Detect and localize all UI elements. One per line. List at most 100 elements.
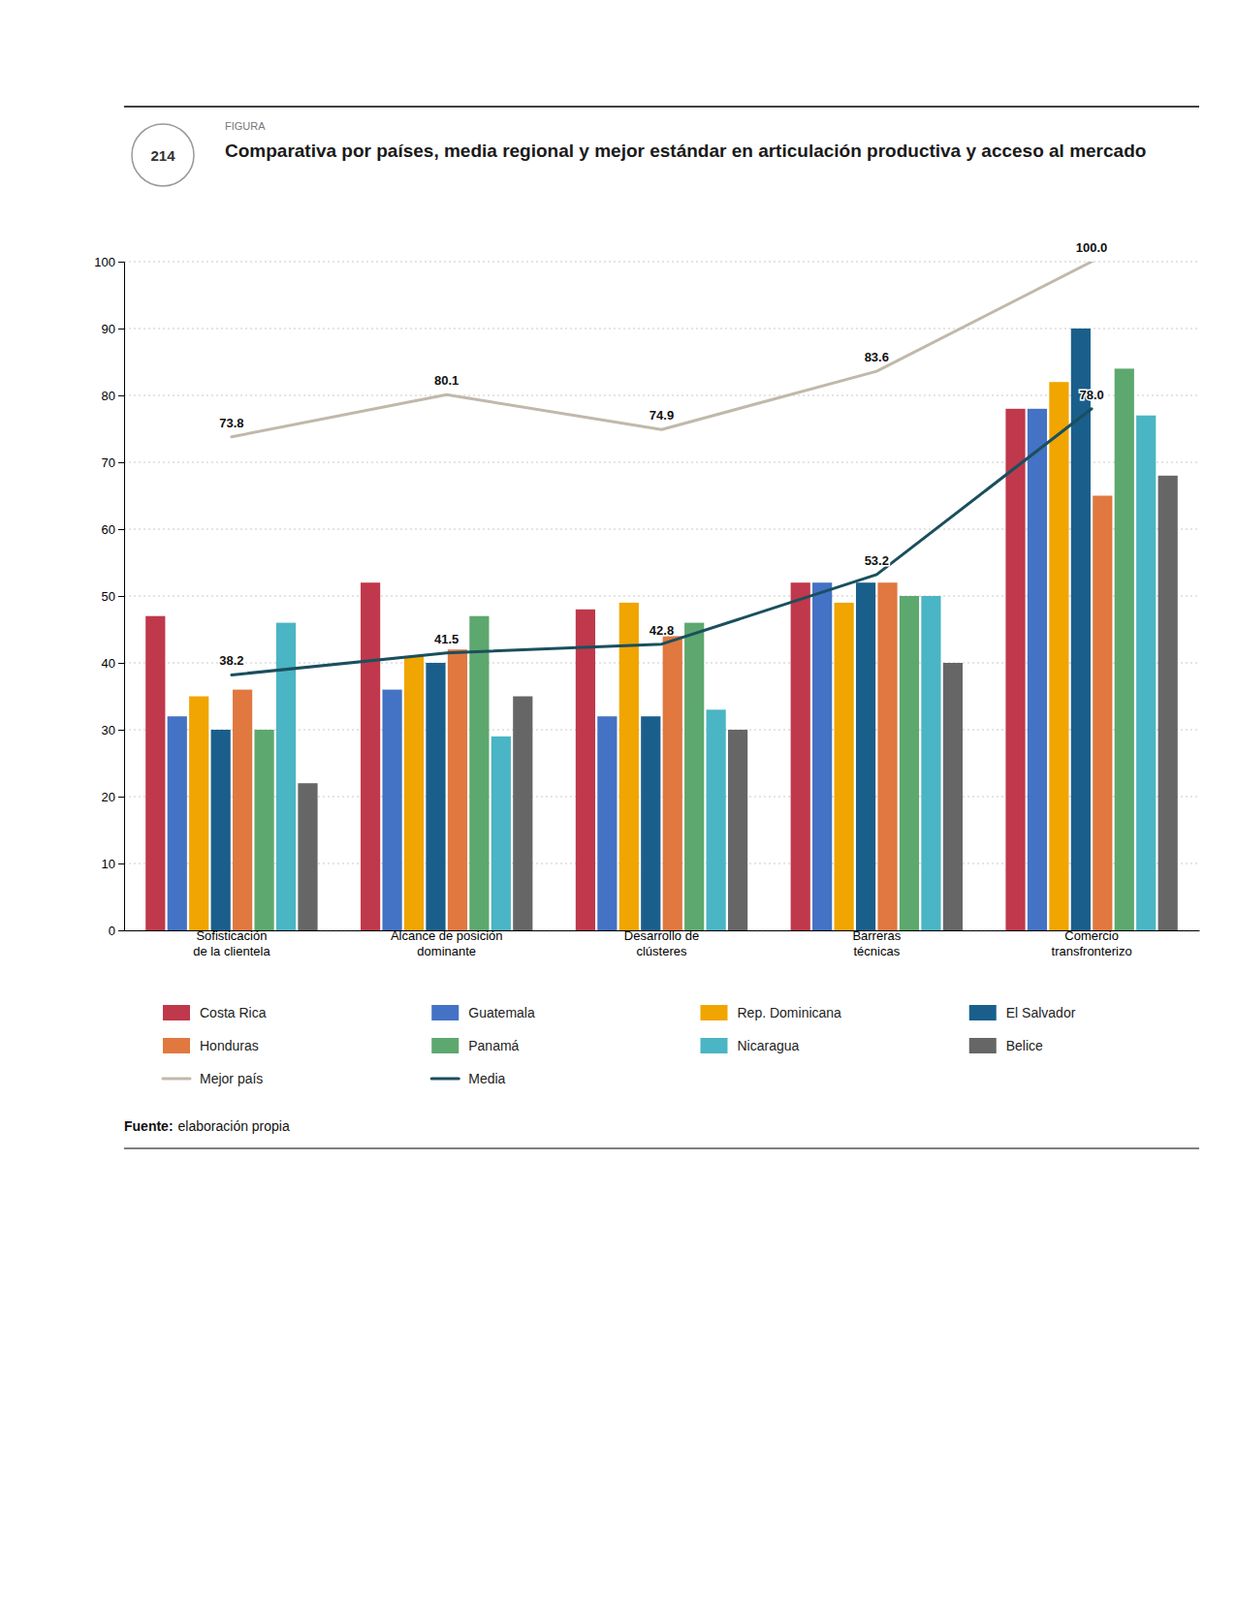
tick: 100 [94, 254, 125, 270]
data-label: 53.2 [864, 553, 889, 569]
bar [1136, 415, 1156, 931]
bar [425, 663, 445, 931]
tick-label: Desarrollo declústeres [624, 928, 699, 959]
bar [899, 596, 920, 931]
bar [1048, 381, 1069, 931]
legend-item: Belice [969, 1038, 1044, 1054]
bar [920, 596, 941, 931]
bar [167, 716, 188, 931]
separator [124, 1148, 1200, 1150]
tick-mark [118, 930, 125, 932]
tick-mark [118, 462, 125, 464]
bar-series [253, 368, 1134, 931]
bar [706, 709, 727, 931]
bar [812, 582, 832, 931]
y-axis: 0102030405060708090100 [94, 254, 125, 939]
data-label: 38.2 [219, 653, 244, 668]
tick-mark [118, 863, 125, 865]
legend-label: El Salvador [1006, 1005, 1077, 1021]
bar-series [297, 475, 1177, 931]
tick: Comerciotransfronterizo [1051, 928, 1133, 959]
tick-label-line: Barreras [852, 928, 901, 944]
source-text: elaboración propia [178, 1118, 290, 1135]
tick-mark [118, 663, 125, 665]
legend-label: Belice [1006, 1038, 1044, 1054]
legend-swatch [969, 1005, 997, 1021]
tick-label-line: dominante [416, 944, 476, 959]
legend-item: Rep. Dominicana [700, 1005, 843, 1021]
bar [145, 616, 165, 931]
bar [597, 716, 617, 931]
bar [855, 582, 876, 931]
tick-label: 50 [101, 589, 116, 604]
bar-series [276, 415, 1156, 931]
tick-label: 100 [94, 254, 116, 270]
title-line: Comparativa por países, media regional y… [224, 140, 1146, 161]
tick-label: 40 [101, 656, 116, 671]
tick-label: Comerciotransfronterizo [1051, 928, 1133, 959]
grid-line [124, 328, 1200, 330]
legend-item: Costa Rica [162, 1005, 267, 1021]
bar [684, 623, 704, 931]
tick-label: Alcance de posicióndominante [390, 928, 504, 959]
tick: 80 [101, 388, 125, 404]
tick-mark [118, 261, 125, 263]
tick-label: 60 [101, 522, 116, 538]
x-axis: Sofisticaciónde la clientelaAlcance de p… [125, 928, 1201, 959]
grid-line [124, 261, 1200, 263]
legend-item: Guatemala [431, 1005, 536, 1021]
bar [1027, 409, 1047, 931]
tick: 90 [101, 321, 125, 337]
bar [211, 729, 231, 931]
legend-label: Panamá [468, 1038, 519, 1054]
tick-mark [118, 796, 125, 798]
bar [663, 635, 683, 931]
legend-swatch [700, 1038, 729, 1054]
bar [619, 602, 639, 931]
chart-root: 214FIGURAComparativa por países, media r… [0, 0, 1236, 1600]
bar [575, 609, 596, 931]
tick: 10 [101, 856, 125, 872]
legend-item: Nicaragua [700, 1038, 800, 1054]
tick-label-line: Desarrollo de [624, 928, 699, 944]
source: Fuente:elaboración propia [124, 1118, 290, 1135]
legend-swatch [162, 1077, 191, 1081]
tick-label: 10 [101, 856, 116, 872]
bar [834, 602, 855, 931]
tick-label-line: Alcance de posición [390, 928, 504, 944]
badge [131, 124, 194, 187]
bar [447, 649, 468, 931]
bar [1158, 475, 1178, 931]
bar-series [232, 496, 1112, 932]
bar [877, 582, 897, 931]
bar [1092, 496, 1112, 932]
tick-label-line: técnicas [853, 944, 900, 959]
legend-label: Media [468, 1071, 506, 1087]
bar [404, 656, 424, 931]
tick: 50 [101, 589, 125, 604]
data-label: 78.0 [1078, 387, 1104, 403]
tick: 60 [101, 522, 125, 538]
legend-label: Nicaragua [737, 1038, 800, 1054]
bar [491, 736, 511, 931]
legend-item: Media [431, 1071, 506, 1087]
axis-line [118, 262, 126, 932]
legend-label: Rep. Dominicana [737, 1005, 843, 1021]
data-labels: 73.880.174.983.6100.038.241.542.853.278.… [219, 240, 1108, 668]
data-label: 83.6 [864, 349, 889, 365]
bar-series [211, 328, 1091, 931]
tick-label-line: de la clientela [192, 944, 271, 959]
bar [728, 729, 748, 931]
tick: Alcance de posicióndominante [390, 928, 504, 959]
legend-item: Honduras [162, 1038, 259, 1054]
tick-label: 70 [101, 455, 116, 471]
bar [640, 716, 661, 931]
tick-mark [118, 529, 125, 531]
data-label: 80.1 [434, 373, 459, 388]
tick-label-line: clústeres [635, 944, 688, 959]
tick-mark [118, 328, 125, 330]
tick-label: 20 [101, 790, 116, 805]
legend-item: Mejor país [162, 1071, 263, 1087]
bar [791, 582, 811, 931]
legend-label: Mejor país [199, 1071, 263, 1087]
